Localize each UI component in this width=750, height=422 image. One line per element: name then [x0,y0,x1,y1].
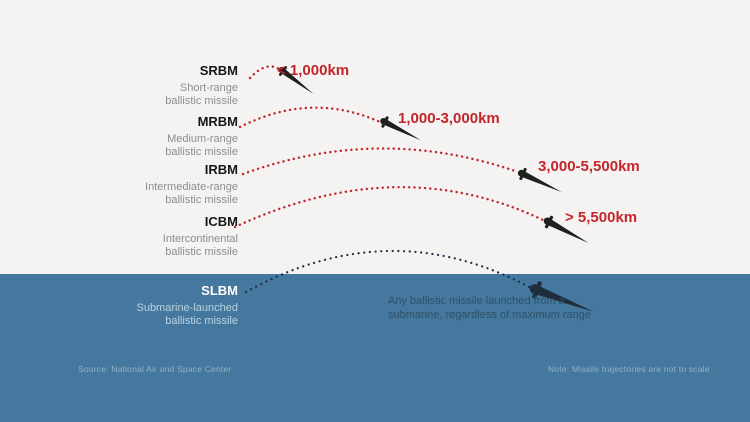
scale-note: Note: Missile trajectories are not to sc… [548,364,710,374]
mrbm-trajectory-path [238,106,382,129]
icbm-range-label: > 5,500km [565,209,638,226]
source-credit: Source: National Air and Space Center [78,364,232,374]
srbm-trajectory-path [248,65,281,80]
srbm-name-line1: Short-range [179,82,238,95]
mrbm-range-label: 1,000-3,000km [398,110,500,127]
slbm-name-line2: ballistic missile [165,314,238,327]
slbm-name-line1: Submarine-launched [136,302,238,315]
mrbm-acronym: MRBM [197,114,238,129]
slbm-annotation-line2: submarine, regardless of maximum range [388,309,591,322]
icbm-trajectory-path [233,185,545,229]
slbm-acronym: SLBM [201,283,238,298]
slbm-label: SLBM Submarine-launched ballistic missil… [78,283,238,327]
irbm-range-label: 3,000-5,500km [538,158,640,175]
mrbm-name-line1: Medium-range [167,133,238,146]
irbm-name-line1: Intermediate-range [145,181,238,194]
srbm-name-line2: ballistic missile [165,94,238,107]
icbm-acronym: ICBM [204,214,238,229]
ocean [0,274,750,422]
srbm-acronym: SRBM [199,63,238,78]
slbm-annotation: Any ballistic missile launched from a su… [388,294,591,323]
waterline-waves [0,262,750,274]
slbm-annotation-line1: Any ballistic missile launched from a [388,295,565,307]
srbm-label: SRBM Short-range ballistic missile [78,63,238,107]
icbm-name-line1: Intercontinental [162,233,238,246]
icbm-name-line2: ballistic missile [165,245,238,258]
icbm-label: ICBM Intercontinental ballistic missile [78,214,238,258]
mrbm-label: MRBM Medium-range ballistic missile [78,114,238,158]
mrbm-name-line2: ballistic missile [165,145,238,158]
irbm-acronym: IRBM [204,162,238,177]
slbm-trajectory-path [244,249,533,294]
irbm-name-line2: ballistic missile [165,193,238,206]
srbm-range-label: < 1,000km [277,62,350,79]
irbm-trajectory-path [241,147,520,176]
irbm-label: IRBM Intermediate-range ballistic missil… [78,162,238,206]
